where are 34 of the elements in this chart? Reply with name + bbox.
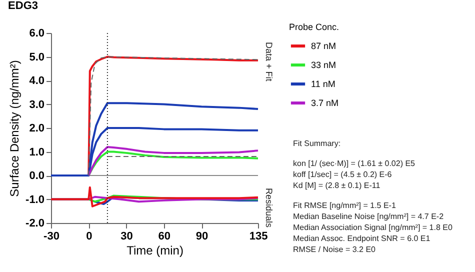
y-tick-label: 2.0 <box>29 122 44 134</box>
legend-label: 87 nM <box>311 41 336 51</box>
x-axis-title: Time (min) <box>126 244 184 258</box>
x-tick-label: 30 <box>120 230 133 242</box>
y-tick-label: 5.0 <box>29 51 44 64</box>
text: Median Assoc. Endpoint SNR = 6.0 E1 <box>293 233 432 244</box>
y-tick-label: 3.0 <box>29 98 44 111</box>
x-tick-label: -30 <box>44 230 60 242</box>
text: Kd [M] = (2.8 ± 0.1) E-11 <box>293 180 382 191</box>
x-tick-label: 0 <box>86 230 92 242</box>
y-tick-label: 0.0 <box>29 170 44 182</box>
x-tick-label: 135 <box>249 230 268 242</box>
chart-title: EDG3 <box>8 0 38 12</box>
y-tick-label: -2.0 <box>26 218 44 230</box>
y-tick-label: -1.0 <box>26 194 44 206</box>
text: Median Baseline Noise [ng/mm²] = 4.7 E-2 <box>293 211 445 222</box>
legend-label: 11 nM <box>311 79 336 89</box>
x-tick-label: 60 <box>158 230 171 242</box>
y-tick-label: 4.0 <box>29 75 44 87</box>
legend-label: 33 nM <box>311 60 336 70</box>
text: Median Association Signal [ng/mm²] = 1.8 E0 <box>293 222 452 233</box>
text: koff [1/sec] = (4.5 ± 0.2) E-6 <box>293 169 393 180</box>
y-axis-title: Surface Density (ng/mm²) <box>8 60 22 197</box>
text: RMSE / Noise = 3.2 E0 <box>293 244 376 255</box>
y-tick-label: 6.0 <box>29 28 44 40</box>
legend-label: 3.7 nM <box>311 98 339 108</box>
text: kon [1/ (sec·M)] = (1.61 ± 0.02) E5 <box>293 158 416 169</box>
text: Fit RMSE [ng/mm²] = 1.5 E-1 <box>293 200 397 211</box>
text: Data + Fit <box>264 42 274 82</box>
text: Fit Summary: <box>293 138 342 149</box>
legend-title: Probe Conc. <box>289 22 340 32</box>
text: Residuals <box>264 188 274 228</box>
x-tick-label: 90 <box>196 230 208 242</box>
y-tick-label: 1.0 <box>29 146 44 158</box>
